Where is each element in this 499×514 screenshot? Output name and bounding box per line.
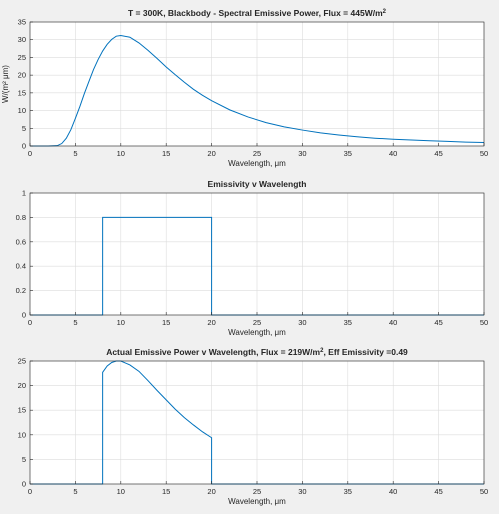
x-axis-label: Wavelength, μm [228,328,286,337]
y-tick-label: 15 [18,406,26,415]
x-tick-label: 30 [298,318,306,327]
x-tick-label: 15 [162,487,170,496]
y-tick-label: 1 [22,189,26,198]
x-tick-label: 10 [117,487,125,496]
x-tick-label: 35 [344,487,352,496]
y-tick-label: 0 [22,142,26,151]
y-tick-label: 0.4 [16,262,26,271]
subplot-2: 0 5 10 15 20 25 30 35 40 45 50 0 0.2 0.4 0.6 0.8 1 Emissi… [16,179,489,337]
x-tick-label: 15 [162,149,170,158]
x-tick-label: 35 [344,318,352,327]
y-tick-label: 15 [18,88,26,97]
y-tick-label: 0.8 [16,213,26,222]
y-tick-label: 10 [18,430,26,439]
x-tick-label: 40 [389,487,397,496]
x-tick-label: 0 [28,149,32,158]
series-line-1 [30,34,485,147]
y-tick-label: 5 [22,124,26,133]
x-tick-label: 10 [117,149,125,158]
x-axis-label: Wavelength, μm [228,497,286,506]
chart-title: Actual Emissive Power v Wavelength, Flux… [106,347,408,357]
chart-title: Emissivity v Wavelength [208,179,307,189]
x-tick-label: 40 [389,149,397,158]
x-tick-label: 25 [253,149,261,158]
x-tick-label: 25 [253,318,261,327]
subplot-1: 0 5 10 15 20 25 30 35 40 45 50 0 5 10 15 20 25 30 35 T = 30… [1,8,488,168]
x-tick-label: 15 [162,318,170,327]
y-tick-label: 5 [22,455,26,464]
x-tick-label: 50 [480,487,488,496]
x-tick-label: 45 [434,487,442,496]
y-tick-label: 25 [18,53,26,62]
y-tick-label: 30 [18,35,26,44]
x-tick-label: 0 [28,318,32,327]
x-tick-label: 45 [434,149,442,158]
x-tick-label: 30 [298,149,306,158]
x-tick-label: 40 [389,318,397,327]
x-tick-label: 20 [207,149,215,158]
x-tick-label: 25 [253,487,261,496]
y-tick-label: 20 [18,71,26,80]
x-tick-label: 5 [73,487,77,496]
series-line-1 [30,360,484,485]
y-tick-label: 20 [18,381,26,390]
x-tick-label: 20 [207,318,215,327]
x-axis-label: Wavelength, μm [228,159,286,168]
y-tick-label: 0.6 [16,237,26,246]
x-tick-label: 50 [480,318,488,327]
subplot-3: 0 5 10 15 20 25 30 35 40 45 50 0 5 10 15 20 25 Actual Emi… [18,347,489,506]
y-tick-label: 0 [22,480,26,489]
y-tick-label: 0 [22,311,26,320]
x-tick-label: 30 [298,487,306,496]
x-tick-label: 45 [434,318,442,327]
y-tick-label: 25 [18,357,26,366]
y-axis-label: W/(m² μm) [1,65,10,103]
x-tick-label: 20 [207,487,215,496]
x-tick-label: 5 [73,149,77,158]
y-tick-label: 0.2 [16,286,26,295]
x-tick-label: 0 [28,487,32,496]
x-tick-label: 10 [117,318,125,327]
x-tick-label: 50 [480,149,488,158]
x-tick-label: 5 [73,318,77,327]
x-tick-label: 35 [344,149,352,158]
chart-title: T = 300K, Blackbody - Spectral Emissive … [128,8,387,18]
y-tick-label: 10 [18,106,26,115]
y-tick-label: 35 [18,18,26,27]
